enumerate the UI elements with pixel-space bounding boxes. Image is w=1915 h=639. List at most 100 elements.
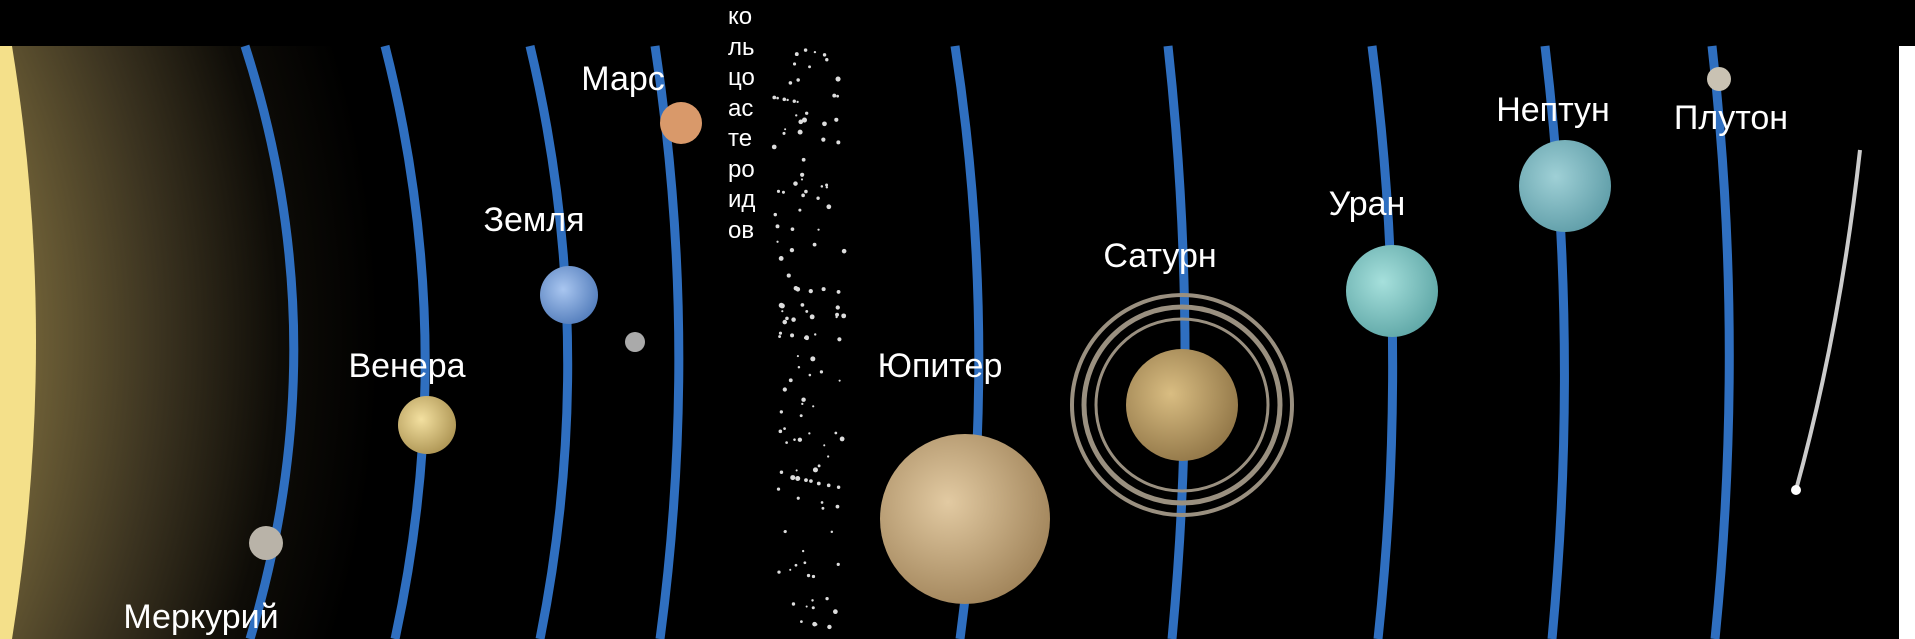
asteroid [801,194,805,198]
asteroid [836,140,840,144]
asteroid [832,94,836,98]
asteroid [789,378,793,382]
asteroid [834,118,838,122]
label-venus: Венера [348,349,465,383]
asteroid [796,101,798,103]
asteroid [793,438,796,441]
asteroid [842,249,847,254]
asteroid [782,191,785,194]
asteroid [786,99,788,101]
asteroid [782,320,787,325]
asteroid [804,190,808,194]
asteroid [825,597,828,600]
asteroid [806,605,808,607]
asteroid [791,317,796,322]
comet-head [1791,485,1801,495]
asteroid [805,336,809,340]
asteroid [785,441,788,444]
neptune [1519,140,1611,232]
asteroid [777,570,780,573]
asteroid [798,438,802,442]
asteroid [792,602,795,605]
asteroid [783,427,786,430]
saturn [1126,349,1238,461]
asteroid [822,287,826,291]
asteroid [798,366,800,368]
mercury [249,526,283,560]
asteroid [841,313,846,318]
edge [1899,46,1915,639]
asteroid [817,482,821,486]
asteroid [793,181,798,186]
asteroid [795,52,799,56]
moon [625,332,645,352]
asteroid [804,561,807,564]
asteroid [836,305,840,309]
asteroid [821,137,825,141]
asteroid [777,190,780,193]
asteroid [797,355,799,357]
asteroid [780,410,783,413]
label-mars: Марс [581,62,665,96]
jupiter [880,434,1050,604]
asteroid [798,209,801,212]
asteroid [779,256,784,261]
asteroid [810,314,815,319]
asteroid [815,623,817,625]
asteroid [776,224,780,228]
solar-system-slide: Меркурий Венера Земля Марс кольцо астеро… [0,0,1915,639]
asteroid [804,478,808,482]
asteroid [795,114,797,116]
asteroid [791,227,795,231]
asteroid [802,158,806,162]
asteroid [805,310,808,313]
asteroid [814,333,816,335]
asteroid [798,130,803,135]
asteroid [797,497,800,500]
asteroid [821,501,824,504]
asteroid [809,289,813,293]
asteroid [834,432,837,435]
label-mercury: Меркурий [123,600,278,634]
mars [660,102,702,144]
asteroid [812,405,814,407]
asteroid [840,437,845,442]
asteroid [808,432,810,434]
asteroid [796,287,801,292]
asteroid [781,310,783,312]
asteroid [836,505,840,509]
asteroid [800,414,803,417]
asteroid [825,184,828,187]
asteroid [796,78,799,81]
asteroid [783,387,787,391]
asteroid [839,380,841,382]
asteroid [801,398,805,402]
venus [398,396,456,454]
asteroid [784,530,787,533]
asteroid [801,403,803,405]
asteroid [796,469,798,471]
asteroid [833,609,838,614]
asteroid [825,58,828,61]
asteroid [783,98,787,102]
asteroid [772,145,777,150]
asteroid [779,430,783,434]
asteroid [827,625,831,629]
asteroid [802,550,804,552]
asteroid [827,455,829,457]
asteroid [837,563,840,566]
asteroid [798,120,803,125]
asteroid [790,248,794,252]
asteroid [787,274,791,278]
asteroid [801,178,803,180]
asteroid [817,229,819,231]
asteroid [837,486,840,489]
asteroid [814,51,816,53]
asteroid [837,290,841,294]
asteroid [789,81,793,85]
label-pluto: Плутон [1674,101,1788,135]
asteroid [795,564,798,567]
asteroid [823,444,825,446]
asteroid [836,95,839,98]
asteroid [810,356,815,361]
